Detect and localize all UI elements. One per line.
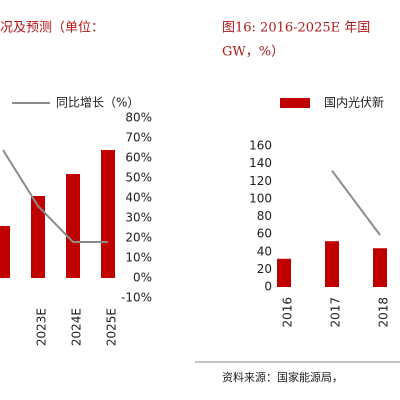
y-tick-label: -10%: [121, 291, 152, 305]
source: 资料来源：国家能源局，: [222, 370, 343, 384]
legend-swatch: [280, 98, 310, 108]
y-tick-label: 10%: [125, 251, 152, 265]
x-tick-label: 2025E: [105, 308, 119, 346]
y-tick-label: 100: [249, 191, 272, 205]
y-tick-label: 50%: [125, 171, 152, 185]
line: [2, 149, 108, 243]
legend-label: 国内光伏新: [324, 95, 384, 110]
y-tick-label: 60%: [125, 151, 152, 165]
line: [331, 170, 381, 236]
right-title: 图16: 2016-2025E 年国: [222, 21, 370, 36]
bar: [31, 196, 45, 278]
y-tick-label: 160: [249, 139, 272, 153]
y-tick-label: 30%: [125, 211, 152, 225]
y-tick-label: 0: [264, 280, 272, 294]
bar: [373, 248, 387, 287]
bar: [325, 241, 339, 287]
x-tick-label: 2024E: [70, 308, 84, 346]
bar: [0, 226, 10, 278]
y-tick-label: 40%: [125, 191, 152, 205]
left-title: 况及预测（单位：: [0, 21, 104, 36]
bar: [66, 174, 80, 278]
y-tick-label: 120: [249, 174, 272, 188]
y-tick-label: 80: [257, 209, 272, 223]
legend-label: 同比增长（%）: [56, 96, 139, 110]
y-tick-label: 80%: [125, 111, 152, 125]
y-tick-label: 20: [257, 262, 272, 276]
y-tick-label: 60: [257, 227, 272, 241]
x-tick-label: 2016: [281, 297, 295, 328]
right-subtitle: GW，%）: [222, 45, 284, 60]
y-tick-label: 20%: [125, 231, 152, 245]
bar: [277, 258, 291, 287]
y-tick-label: 40: [257, 244, 272, 258]
x-tick-label: 2017: [329, 297, 343, 328]
bar: [101, 150, 115, 278]
y-tick-label: 70%: [125, 131, 152, 145]
y-tick-label: 140: [249, 156, 272, 170]
x-tick-label: 2023E: [35, 308, 49, 346]
y-tick-label: 0%: [133, 271, 152, 285]
x-tick-label: 2018: [377, 297, 391, 328]
